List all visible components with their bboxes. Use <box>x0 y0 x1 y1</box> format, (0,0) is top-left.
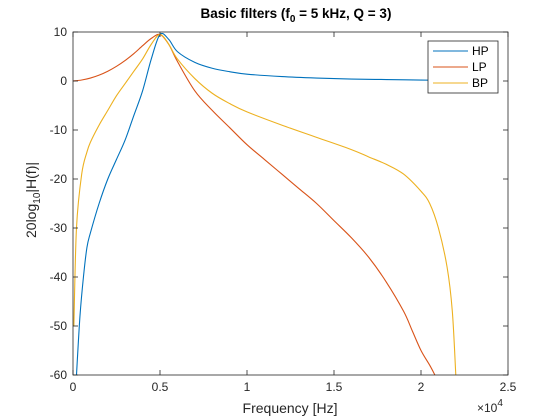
y-tick-label: -40 <box>50 270 68 284</box>
x-tick-label: 0 <box>70 380 77 394</box>
x-tick-label: 1.5 <box>326 380 343 394</box>
x-axis-multiplier: ×104 <box>477 398 503 415</box>
series-line-hp <box>75 32 491 375</box>
x-tick-label: 0.5 <box>152 380 169 394</box>
y-tick-label: 10 <box>54 25 68 39</box>
x-tick-label: 2.5 <box>500 380 517 394</box>
x-axis-multiplier-exponent: 4 <box>497 398 503 409</box>
y-tick-label: -20 <box>50 172 68 186</box>
y-tick-label: -50 <box>50 319 68 333</box>
y-tick-label: -30 <box>50 221 68 235</box>
x-axis-label: Frequency [Hz] <box>243 400 338 416</box>
series-lines <box>73 32 491 375</box>
axes-box <box>72 31 509 376</box>
y-tick-labels: 10 0 -10 -20 -30 -40 -50 -60 <box>50 25 68 382</box>
y-axis-label-subscript: 10 <box>32 192 43 204</box>
y-axis-label-rest: |H(f)| <box>23 162 39 193</box>
chart-title: Basic filters (f0 = 5 kHz, Q = 3) <box>201 6 392 25</box>
series-line-lp <box>73 33 436 375</box>
y-tick-label: -60 <box>50 368 68 382</box>
y-tick-label: 0 <box>60 74 67 88</box>
series-line-bp <box>73 33 457 375</box>
x-axis-multiplier-base: ×10 <box>477 401 498 415</box>
axis-ticks <box>72 31 509 376</box>
chart-title-main: Basic filters (f <box>201 6 291 21</box>
y-axis-label-main: 20log <box>23 204 39 238</box>
legend: HP LP BP <box>427 40 499 94</box>
chart-title-rest: = 5 kHz, Q = 3) <box>295 6 391 21</box>
y-tick-label: -10 <box>50 123 68 137</box>
x-tick-label: 2 <box>418 380 425 394</box>
legend-label-lp: LP <box>472 60 487 74</box>
x-tick-labels: 0 0.5 1 1.5 2 2.5 <box>70 380 517 394</box>
legend-label-hp: HP <box>472 44 489 58</box>
legend-label-bp: BP <box>472 76 488 90</box>
y-axis-label: 20log10|H(f)| <box>23 162 43 238</box>
x-tick-label: 1 <box>244 380 251 394</box>
chart-title-subscript: 0 <box>290 14 296 25</box>
